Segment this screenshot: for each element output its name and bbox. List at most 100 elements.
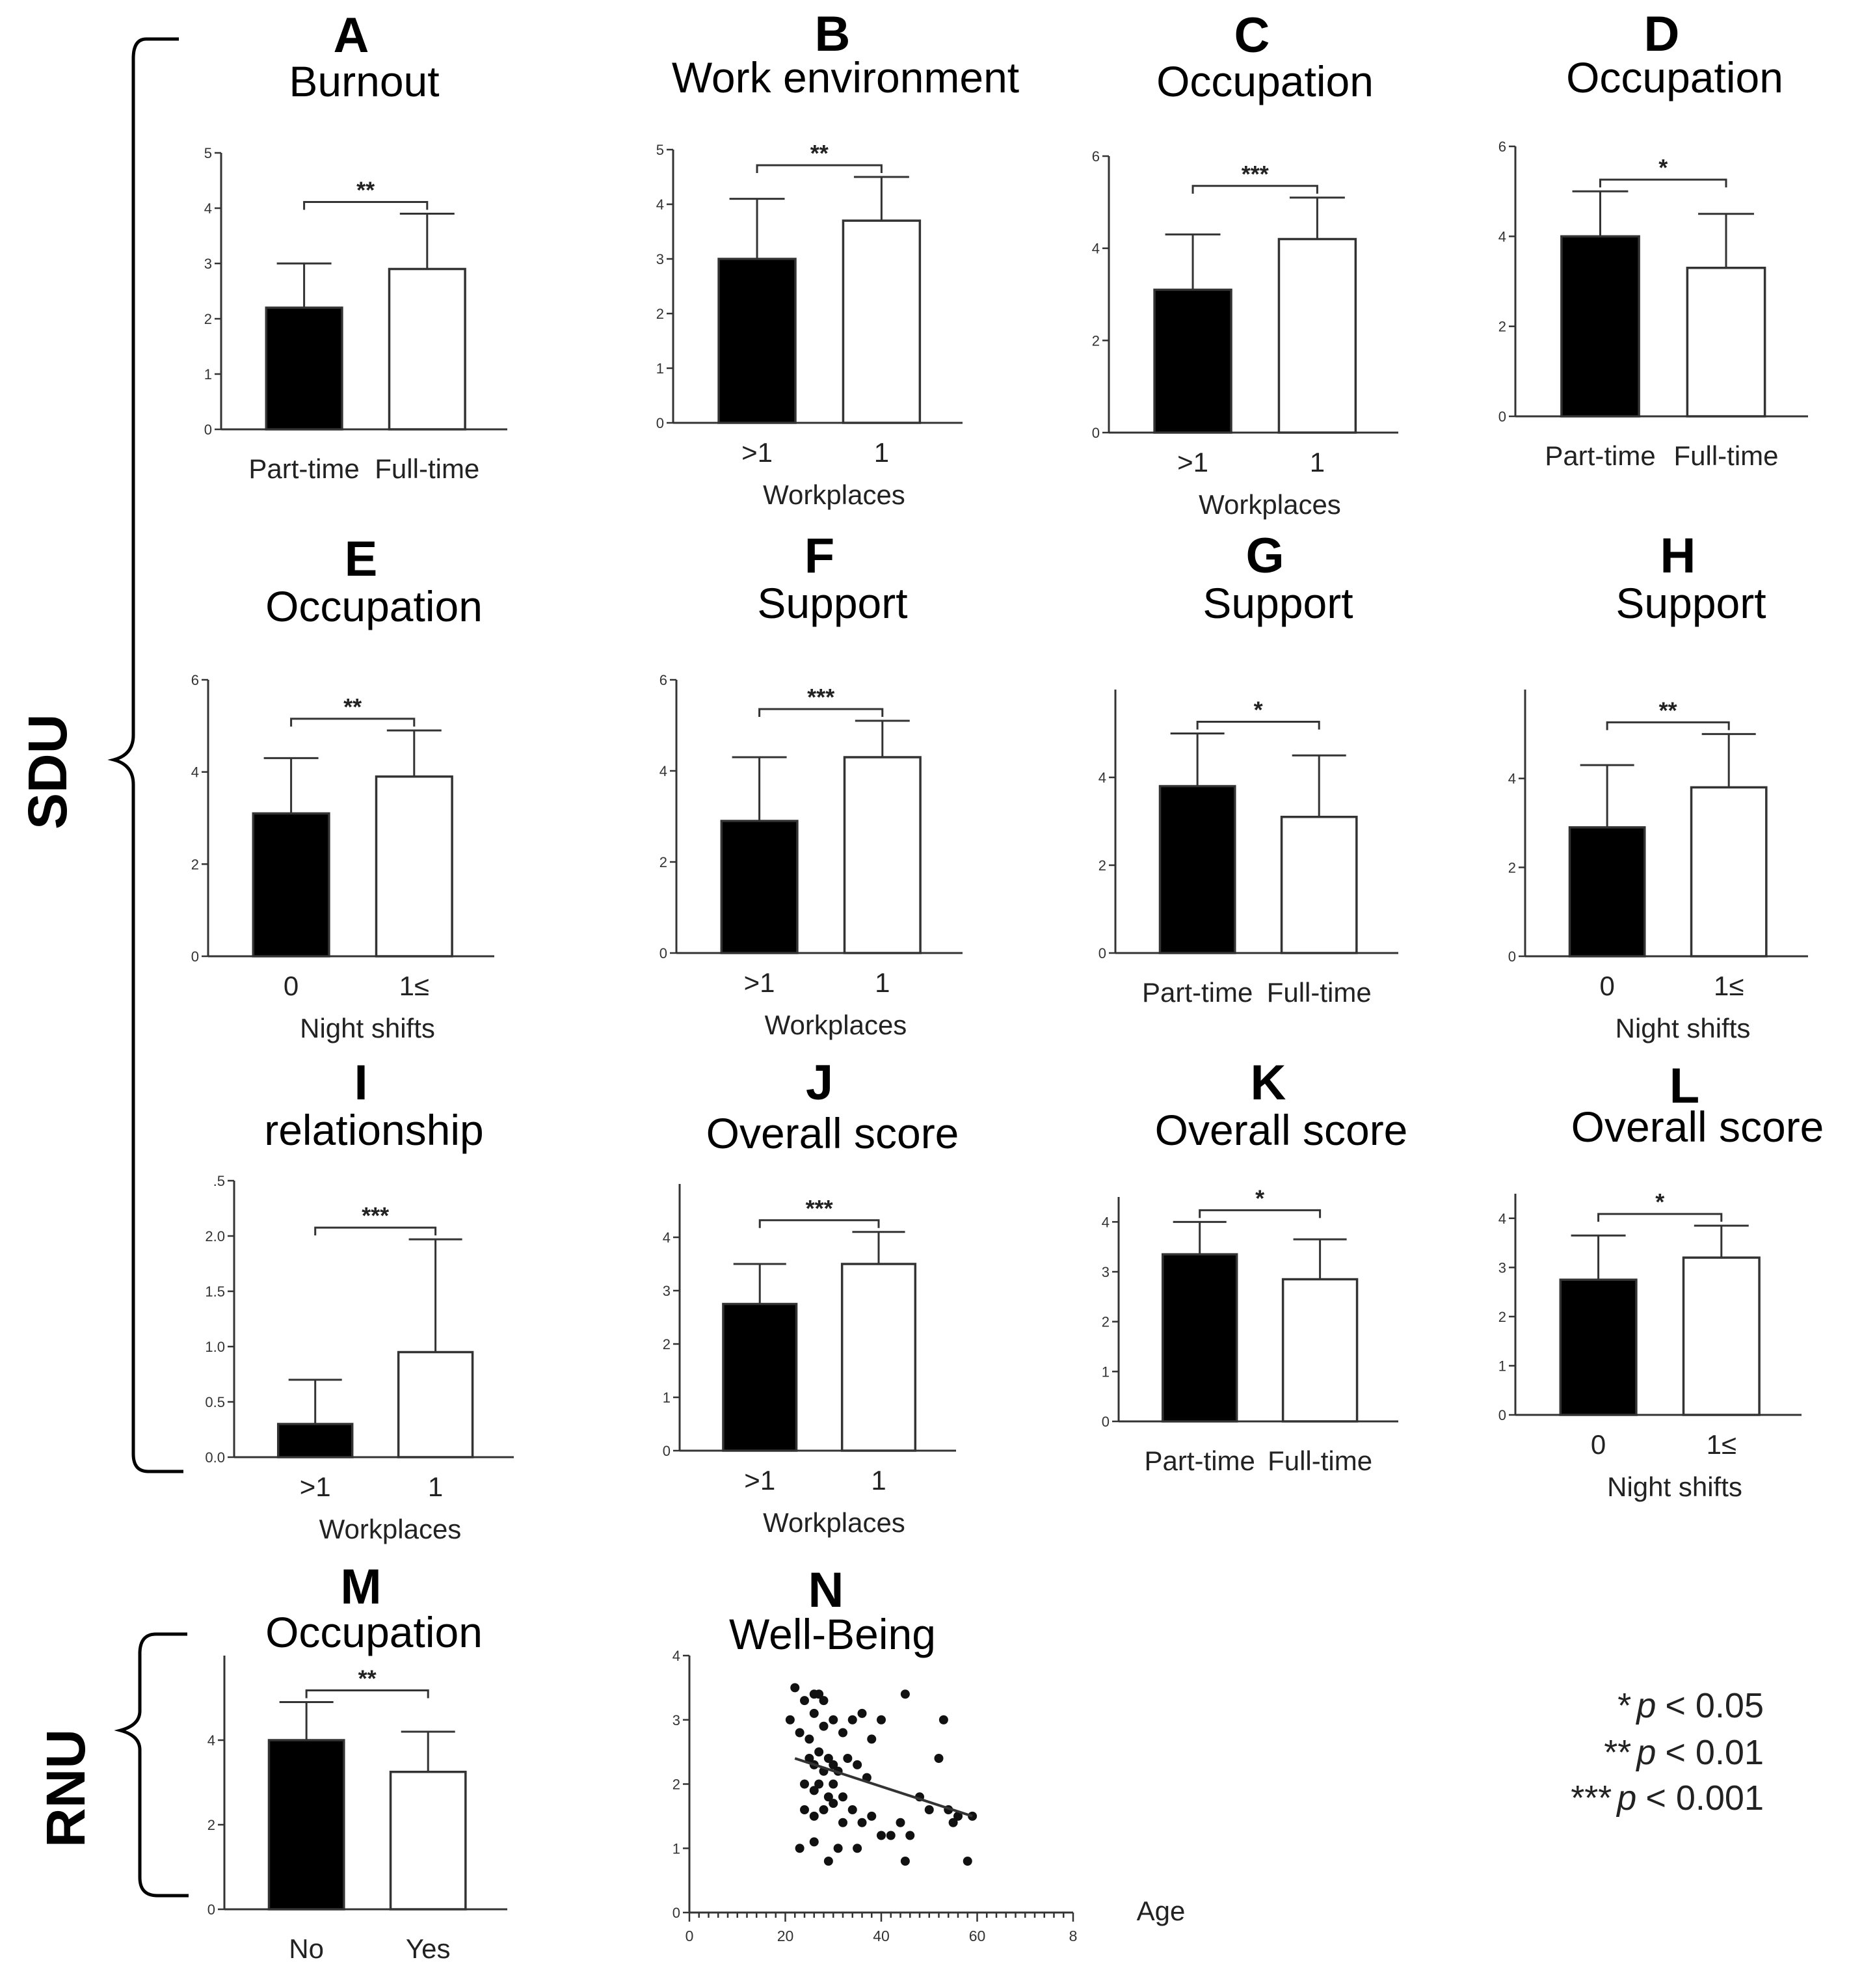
y-tick-label: 4	[663, 1229, 671, 1246]
data-point	[948, 1818, 958, 1827]
data-point	[838, 1818, 847, 1827]
data-point	[938, 1715, 948, 1725]
x-axis-label: Age	[1137, 1896, 1186, 1926]
panel-title: Overall score	[1571, 1103, 1824, 1151]
y-tick-label: 3	[656, 251, 664, 267]
panel-title: Support	[1203, 579, 1353, 627]
data-point	[823, 1792, 833, 1802]
y-tick-label: 1	[1102, 1363, 1110, 1380]
category-label: Full-time	[375, 453, 479, 484]
x-axis-label: Workplaces	[765, 1010, 907, 1040]
bar-group-2	[1682, 1256, 1761, 1416]
category-label: >1	[300, 1471, 331, 1502]
panel-letter: G	[1245, 528, 1284, 584]
category-label: >1	[744, 967, 775, 998]
legend-threshold: < 0.05	[1665, 1686, 1764, 1725]
y-tick-label: 6	[191, 672, 199, 688]
category-label: Part-time	[248, 453, 359, 484]
x-axis-label: Workplaces	[763, 479, 905, 510]
data-point	[823, 1754, 833, 1763]
y-tick-label: 0.5	[205, 1394, 225, 1410]
bar-group-1	[1568, 826, 1646, 958]
trend-line	[794, 1757, 973, 1818]
y-tick-label: 2	[663, 1336, 671, 1352]
y-tick-label: 3	[672, 1712, 680, 1728]
bar-group-2	[1686, 267, 1766, 418]
significance-stars: **	[343, 693, 362, 720]
bar-group-1	[265, 306, 343, 431]
y-tick-label: 1	[656, 360, 664, 377]
bar-group-2	[840, 1263, 917, 1452]
y-tick-label: 0	[1498, 1407, 1506, 1423]
data-point	[900, 1689, 910, 1699]
y-tick-label: 4	[204, 200, 212, 217]
data-point	[795, 1844, 805, 1853]
data-point	[867, 1811, 877, 1821]
x-axis-label: Workplaces	[1199, 489, 1341, 520]
legend-stars: *	[1617, 1686, 1631, 1725]
y-tick-label: 1	[204, 366, 212, 383]
panel-title: Support	[1616, 579, 1766, 627]
bar-group-1	[1161, 1253, 1238, 1423]
y-tick-label: 5	[204, 145, 212, 161]
category-label: Full-time	[1267, 977, 1372, 1008]
bar-group-2	[1281, 1278, 1359, 1423]
data-point	[809, 1837, 819, 1847]
category-label: 1	[871, 1465, 886, 1496]
bar-group-2	[389, 1771, 467, 1911]
data-point	[867, 1734, 877, 1744]
group-label-rnu: RNU	[35, 1729, 96, 1847]
legend-threshold: < 0.01	[1665, 1733, 1764, 1772]
y-tick-label: 3	[663, 1283, 671, 1299]
bar-group-1	[717, 258, 797, 424]
bar-group-1	[720, 820, 799, 954]
y-tick-label: 0.0	[205, 1449, 225, 1466]
data-point	[924, 1805, 934, 1814]
y-tick-label: 6	[1092, 148, 1100, 165]
significance-stars: ***	[1242, 161, 1269, 187]
panel-title: Well-Being	[729, 1610, 936, 1658]
data-point	[819, 1721, 829, 1731]
bar-group-2	[1277, 237, 1357, 434]
y-tick-label: 2	[191, 856, 199, 872]
panel-title: Occupation	[1566, 53, 1783, 101]
panel-letter: K	[1251, 1055, 1286, 1110]
y-tick-label: 4	[1498, 228, 1506, 245]
y-tick-label: 3	[204, 256, 212, 272]
y-tick-label: 2.0	[205, 1228, 225, 1244]
bar-group-2	[397, 1350, 474, 1458]
data-point	[877, 1715, 886, 1725]
significance-bracket	[1606, 721, 1730, 731]
rnu-bracket	[114, 1632, 189, 1898]
panel-letter: I	[354, 1055, 367, 1110]
data-point	[829, 1760, 838, 1769]
y-tick-label: 0	[207, 1901, 215, 1918]
data-point	[809, 1786, 819, 1795]
y-tick-label: 4	[1102, 1214, 1110, 1230]
category-label: >1	[741, 437, 773, 468]
y-tick-label: 1	[672, 1840, 680, 1857]
panel-letter: D	[1644, 7, 1680, 62]
y-tick-label: 0	[1092, 425, 1100, 441]
y-tick-label: 0	[663, 1443, 671, 1459]
y-tick-label: 2	[659, 854, 667, 870]
x-tick-label: 8	[1069, 1928, 1078, 1944]
data-point	[847, 1805, 857, 1814]
significance-bracket	[290, 718, 416, 727]
x-axis-label: Night shifts	[300, 1013, 435, 1043]
bar-group-1	[1560, 235, 1640, 418]
significance-bracket	[1191, 185, 1318, 194]
x-tick-label: 20	[777, 1928, 794, 1944]
panel-title: Support	[757, 579, 907, 627]
y-tick-label: 2	[204, 311, 212, 327]
